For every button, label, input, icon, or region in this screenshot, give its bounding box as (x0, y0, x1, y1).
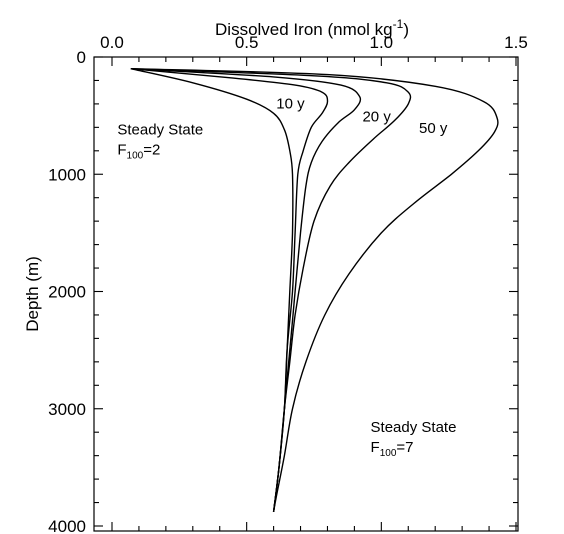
axis-ticks: 0.0 0.5 1.0 1.5 0 1000 2000 3000 4000 (48, 33, 528, 534)
annotation-lbl50: 50 y (419, 120, 448, 137)
y-tick-label: 4000 (48, 517, 86, 534)
curve-layer (130, 68, 499, 513)
x-tick-label: 1.0 (370, 33, 394, 52)
x-axis-title: Dissolved Iron (nmol kg-1) (215, 17, 409, 39)
annotation-lbl20: 20 y (362, 108, 391, 125)
curve-steady-state-f100-7 (130, 68, 499, 513)
x-tick-label: 0.5 (235, 33, 259, 52)
annotation-layer: Steady State F100=2 10 y 20 y 50 y Steady Sta… (117, 96, 456, 460)
y-tick-label: 3000 (48, 400, 86, 419)
annotation-ss2-line1: Steady State (117, 121, 203, 138)
annotation-lbl10: 10 y (276, 96, 305, 113)
y-tick-label: 1000 (48, 165, 86, 184)
annotation-ss7-line2: F100=7 (371, 439, 414, 459)
y-axis-title: Depth (m) (23, 256, 42, 332)
annotation-ss7-line1: Steady State (371, 419, 457, 436)
curve-10-y (130, 68, 329, 512)
y-tick-label: 2000 (48, 283, 86, 302)
plot-frame (93, 56, 519, 532)
y-tick-label: 0 (77, 48, 86, 67)
x-tick-label: 1.5 (504, 33, 528, 52)
curve-50-y (130, 68, 412, 512)
annotation-ss2-line2: F100=2 (117, 141, 160, 161)
x-tick-label: 0.0 (100, 33, 124, 52)
